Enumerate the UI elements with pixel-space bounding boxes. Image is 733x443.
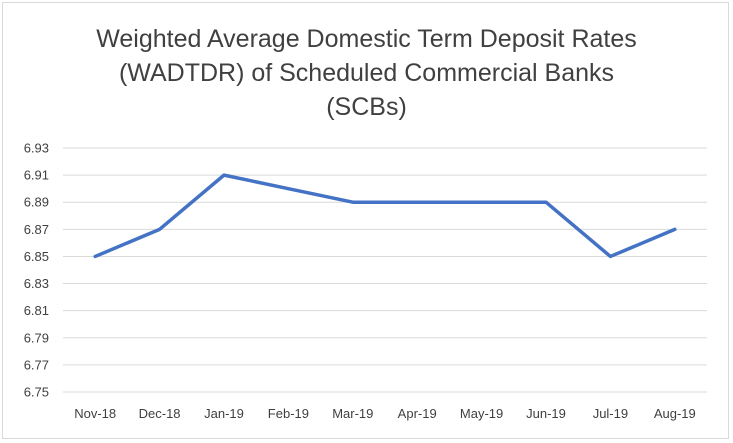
x-axis-ticks: Nov-18 Dec-18 Jan-19 Feb-19 Mar-19 Apr-19 May-… [74, 406, 696, 421]
gridlines [63, 147, 707, 393]
x-tick-label: Feb-19 [268, 406, 309, 421]
y-tick-label: 6.89 [24, 195, 49, 210]
x-tick-label: Jun-19 [526, 406, 566, 421]
chart-frame [2, 2, 729, 439]
x-tick-label: Nov-18 [74, 406, 116, 421]
y-tick-label: 6.75 [24, 385, 49, 400]
y-tick-label: 6.93 [24, 141, 49, 156]
chart-title-line-2: (WADTDR) of Scheduled Commercial Banks [118, 59, 615, 87]
y-tick-label: 6.91 [24, 168, 49, 183]
chart-title-line-3: (SCBs) [326, 93, 407, 121]
y-tick-label: 6.87 [24, 222, 49, 237]
x-tick-label: Aug-19 [654, 406, 696, 421]
x-tick-label: Mar-19 [332, 406, 373, 421]
x-tick-label: Jan-19 [204, 406, 244, 421]
y-tick-label: 6.83 [24, 276, 49, 291]
x-tick-label: May-19 [460, 406, 503, 421]
y-axis-ticks: 6.93 6.91 6.89 6.87 6.85 6.83 6.81 6.79 6.77 6.75 [24, 141, 49, 400]
x-tick-label: Apr-19 [398, 406, 437, 421]
chart-title: Weighted Average Domestic Term Deposit R… [0, 22, 733, 124]
y-tick-label: 6.81 [24, 303, 49, 318]
series-line [93, 173, 677, 259]
x-tick-label: Jul-19 [593, 406, 628, 421]
series-layer [93, 173, 677, 259]
chart-title-line-1: Weighted Average Domestic Term Deposit R… [96, 25, 637, 53]
y-tick-label: 6.77 [24, 357, 49, 372]
y-tick-label: 6.79 [24, 330, 49, 345]
x-tick-label: Dec-18 [139, 406, 181, 421]
y-tick-label: 6.85 [24, 249, 49, 264]
